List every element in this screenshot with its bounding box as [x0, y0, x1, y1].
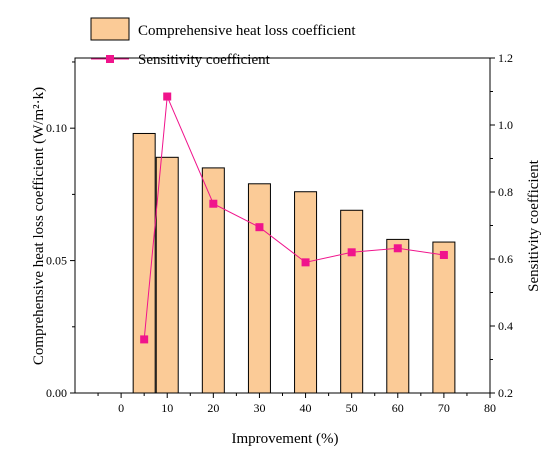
x-tick-label-10: 10: [161, 401, 173, 415]
y-right-tick-label: 1.2: [498, 51, 513, 65]
legend-bar-swatch: [90, 17, 130, 41]
x-axis-title: Improvement (%): [231, 431, 338, 447]
sensitivity-point-40: [301, 258, 310, 267]
sensitivity-point-60: [393, 244, 402, 253]
bar-10: [155, 156, 179, 394]
y-right-tick-label: 0.2: [498, 386, 513, 400]
axes-layer: 0 10 20 30 40 50 60 70 80 0.00 0.05 0.10 0.2 0.4 0.6 0.…: [46, 51, 513, 415]
legend-label-line: Sensitivity coefficient: [138, 52, 271, 68]
sensitivity-point-70: [439, 250, 448, 259]
bar-50: [340, 209, 364, 394]
bars-layer: [132, 132, 456, 394]
x-tick-label-50: 50: [346, 401, 358, 415]
y-right-axis-title: Sensitivity coefficient: [526, 159, 542, 292]
bar-40: [294, 191, 318, 394]
y-right-tick-label: 0.4: [498, 319, 513, 333]
x-tick-label-60: 60: [392, 401, 404, 415]
bar-70: [432, 241, 456, 394]
y-right-tick-label: 0.8: [498, 185, 513, 199]
x-tick-label-80: 80: [484, 401, 496, 415]
sensitivity-point-30: [255, 223, 264, 232]
x-tick-label-40: 40: [300, 401, 312, 415]
y-left-tick-label: 0.00: [46, 386, 67, 400]
bar-60: [386, 238, 410, 394]
sensitivity-line: [143, 96, 444, 340]
y-left-axis-title: Comprehensive heat loss coefficient (W/m…: [31, 87, 47, 365]
bar-30: [247, 183, 271, 394]
x-tick-label-70: 70: [438, 401, 450, 415]
y-right-tick-label: 0.6: [498, 252, 513, 266]
y-left-tick-label: 0.05: [46, 254, 67, 268]
sensitivity-point-5: [140, 335, 149, 344]
legend-label-bars: Comprehensive heat loss coefficient: [138, 23, 356, 39]
x-tick-label-20: 20: [207, 401, 219, 415]
legend-line-marker: [106, 55, 114, 63]
x-tick-label-30: 30: [253, 401, 265, 415]
line-layer: [140, 92, 448, 344]
y-left-tick-label: 0.10: [46, 121, 67, 135]
sensitivity-point-50: [347, 248, 356, 257]
y-right-tick-label: 1.0: [498, 118, 513, 132]
sensitivity-point-20: [209, 199, 218, 208]
x-tick-label-0: 0: [118, 401, 124, 415]
sensitivity-point-10: [163, 92, 172, 101]
legend: Comprehensive heat loss coefficient Sens…: [90, 17, 356, 68]
